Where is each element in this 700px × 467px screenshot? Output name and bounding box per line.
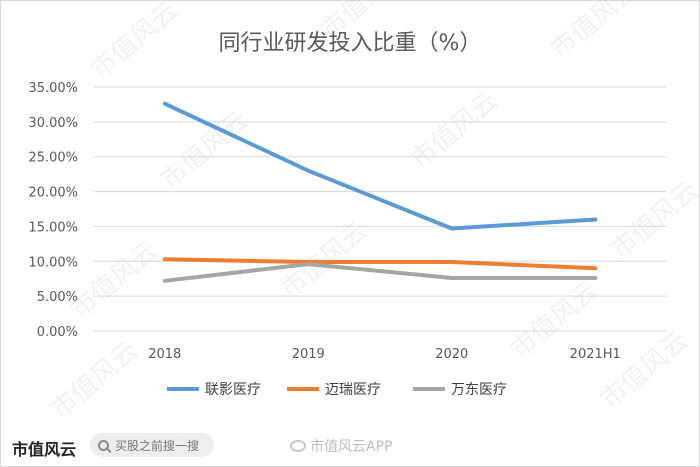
watermark-text: 市值风云 bbox=[595, 326, 694, 416]
footer-bar: 市值风云 买股之前搜一搜 市值风云APP bbox=[0, 430, 700, 467]
y-tick-label: 10.00% bbox=[28, 255, 78, 270]
y-tick-label: 5.00% bbox=[37, 290, 78, 305]
y-tick-label: 35.00% bbox=[28, 81, 78, 96]
legend: 联影医疗 迈瑞医疗 万东医疗 bbox=[167, 382, 507, 398]
y-axis-ticks: 0.00% 5.00% 10.00% 15.00% 20.00% 25.00% 30.00%… bbox=[28, 81, 78, 340]
weibo-icon bbox=[290, 440, 306, 452]
y-tick-label: 30.00% bbox=[28, 116, 78, 131]
search-box[interactable]: 买股之前搜一搜 bbox=[90, 433, 214, 457]
search-icon bbox=[98, 439, 109, 451]
x-tick-label: 2019 bbox=[292, 347, 325, 362]
y-tick-label: 25.00% bbox=[28, 151, 78, 166]
search-placeholder: 买股之前搜一搜 bbox=[115, 438, 200, 453]
brand-logo: 市值风云 bbox=[12, 440, 77, 459]
y-tick-label: 20.00% bbox=[28, 186, 78, 201]
legend-label: 万东医疗 bbox=[451, 382, 507, 398]
watermark-text: 市值风云 bbox=[605, 176, 700, 266]
weibo-app-tag: 市值风云APP bbox=[290, 436, 392, 456]
series-line bbox=[162, 262, 598, 283]
x-tick-label: 2018 bbox=[148, 347, 181, 362]
watermark-text: 市值风云 bbox=[545, 0, 644, 65]
legend-label: 联影医疗 bbox=[205, 382, 261, 398]
x-tick-label: 2021H1 bbox=[570, 347, 621, 362]
x-tick-label: 2020 bbox=[435, 347, 468, 362]
watermark-text: 市值风云 bbox=[155, 106, 254, 196]
legend-label: 迈瑞医疗 bbox=[325, 382, 381, 398]
watermark-text: 市值风云 bbox=[405, 86, 504, 176]
x-axis-ticks: 2018 2019 2020 2021H1 bbox=[148, 347, 621, 362]
series-line bbox=[162, 101, 598, 231]
series-line bbox=[162, 257, 598, 271]
watermark-text: 市值风云 bbox=[65, 236, 164, 326]
app-tag-text: 市值风云APP bbox=[310, 439, 393, 455]
watermark-text: 市值风云 bbox=[45, 336, 144, 426]
y-tick-label: 0.00% bbox=[37, 325, 78, 340]
watermark-text: 市值风云 bbox=[85, 0, 184, 85]
y-tick-label: 15.00% bbox=[28, 220, 78, 235]
chart-title: 同行业研发投入比重（%） bbox=[219, 31, 482, 56]
series-layer bbox=[162, 101, 598, 283]
